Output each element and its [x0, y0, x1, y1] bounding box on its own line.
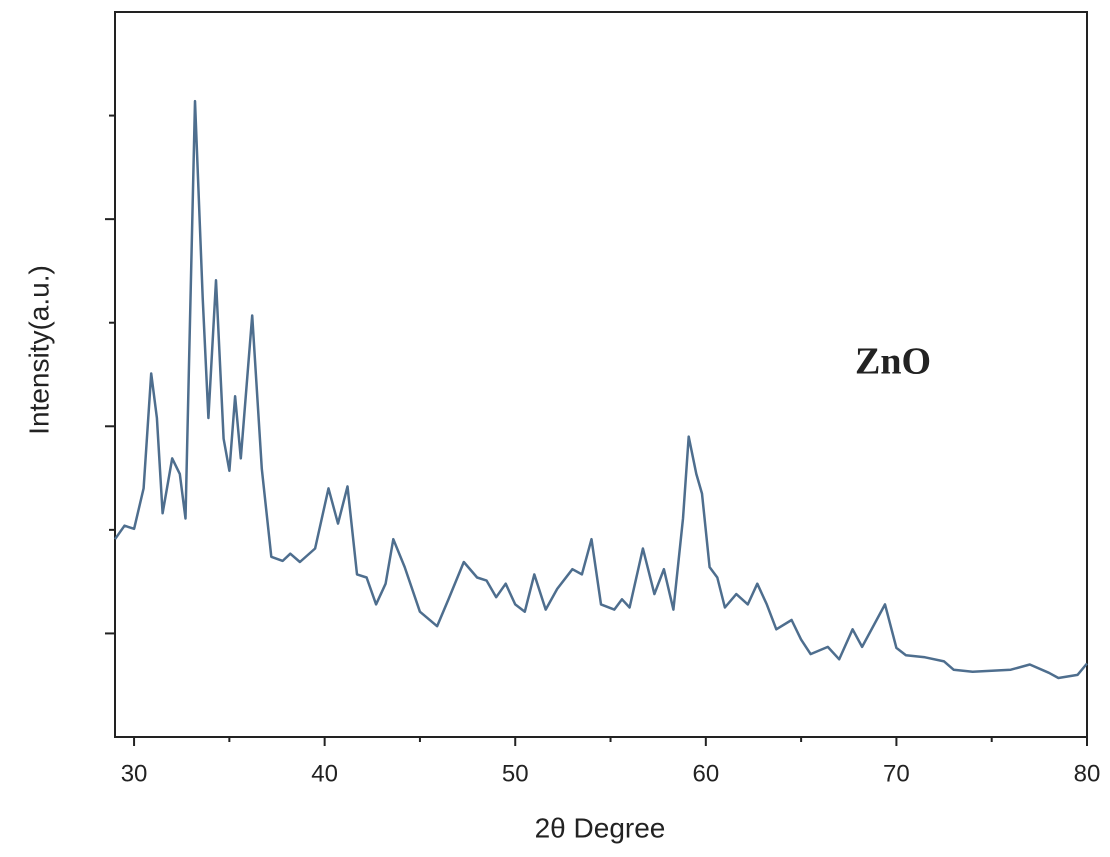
x-tick-label: 50	[502, 760, 529, 787]
y-axis-label: Intensity(a.u.)	[23, 265, 54, 435]
line-series	[113, 99, 1088, 680]
x-axis-label: 2θ Degree	[535, 812, 666, 843]
annotation: ZnO	[855, 341, 931, 383]
x-tick-label: 70	[883, 760, 910, 787]
x-tick-label: 60	[692, 760, 719, 787]
x-tick-label: 30	[121, 760, 148, 787]
plot-frame	[114, 11, 1088, 738]
x-tick-label: 40	[311, 760, 338, 787]
x-tick-label: 80	[1074, 760, 1101, 787]
